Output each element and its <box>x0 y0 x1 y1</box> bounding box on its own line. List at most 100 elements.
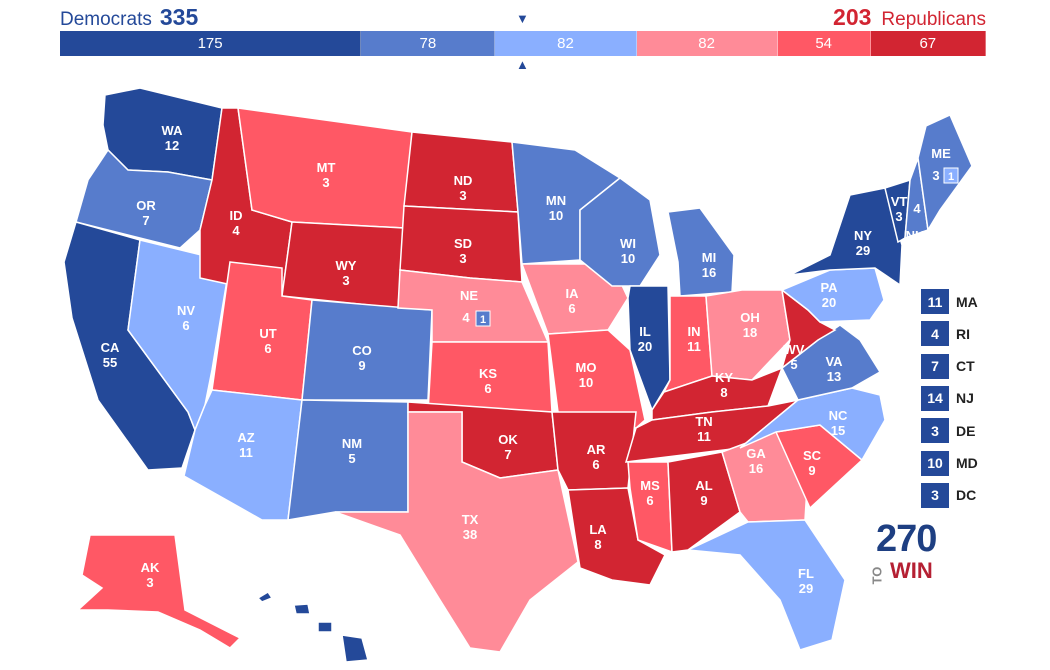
small-state-ev: 11 <box>921 289 949 314</box>
state-ev-ms: 6 <box>646 493 653 508</box>
tally-segment-likely-rep: 54 <box>777 31 871 56</box>
state-ev-vt: 3 <box>895 209 902 224</box>
small-state-row-nj[interactable]: 14 NJ <box>921 385 974 411</box>
state-abbr-co: CO <box>352 343 372 358</box>
small-state-abbr: NJ <box>956 390 974 407</box>
state-ev-nc: 15 <box>831 423 845 438</box>
state-abbr-ms: MS <box>640 478 660 493</box>
logo-win: WIN <box>890 558 933 583</box>
state-ny[interactable] <box>789 187 903 287</box>
state-ev-fl: 29 <box>799 581 813 596</box>
state-hi[interactable] <box>256 590 369 663</box>
tally-bar: 175 78 82 82 54 67 <box>60 31 986 56</box>
state-wi[interactable] <box>579 177 661 287</box>
rep-total: 203 <box>833 4 872 30</box>
state-abbr-wa: WA <box>162 123 184 138</box>
small-state-ev: 3 <box>921 482 949 508</box>
state-ev-ca: 55 <box>103 355 117 370</box>
state-abbr-ca: CA <box>101 340 120 355</box>
state-ev-mo: 10 <box>579 375 593 390</box>
small-state-row-de[interactable]: 3 DE <box>921 418 976 444</box>
small-state-row-dc[interactable]: 3 DC <box>921 482 977 508</box>
270towin-logo[interactable]: 270 TO WIN <box>869 518 944 586</box>
state-abbr-id: ID <box>230 208 243 223</box>
state-abbr-vt: VT <box>891 194 908 209</box>
state-abbr-la: LA <box>589 522 607 537</box>
state-abbr-mi: MI <box>702 250 716 265</box>
small-state-abbr: DC <box>956 487 977 504</box>
state-ev-pa: 20 <box>822 295 836 310</box>
small-state-ev: 4 <box>921 321 949 347</box>
state-ev-in: 11 <box>687 339 701 354</box>
small-state-abbr: CT <box>956 358 975 375</box>
state-tn[interactable] <box>624 399 799 463</box>
state-abbr-nm: NM <box>342 436 362 451</box>
logo-number: 270 <box>876 518 937 560</box>
state-ev-ky: 8 <box>720 385 727 400</box>
state-abbr-nv: NV <box>177 303 195 318</box>
state-abbr-ks: KS <box>479 366 497 381</box>
state-ev-ks: 6 <box>484 381 491 396</box>
state-ev-la: 8 <box>594 537 601 552</box>
split-district-ev-me: 1 <box>948 171 954 183</box>
state-abbr-fl: FL <box>798 566 814 581</box>
state-ev-ga: 16 <box>749 461 763 476</box>
state-ak[interactable] <box>76 534 242 649</box>
state-abbr-wi: WI <box>620 236 636 251</box>
small-state-row-ma[interactable]: 11 MA <box>921 289 978 314</box>
tally-segment-safe-dem: 175 <box>60 31 362 56</box>
tally-segment-lean-dem: 82 <box>495 31 637 56</box>
state-ev-mt: 3 <box>322 175 329 190</box>
split-district-box-me[interactable] <box>943 167 959 184</box>
small-state-abbr: DE <box>956 422 976 439</box>
state-la[interactable] <box>567 487 666 586</box>
state-ev-or: 7 <box>142 213 149 228</box>
state-ev-al: 9 <box>700 493 707 508</box>
state-abbr-me: ME <box>931 146 951 161</box>
small-state-ev: 14 <box>921 385 949 411</box>
state-abbr-nh: NH <box>906 228 925 243</box>
state-ev-me: 3 <box>932 168 939 183</box>
state-ms[interactable] <box>627 461 673 554</box>
state-ev-az: 11 <box>239 445 253 460</box>
state-abbr-oh: OH <box>740 310 760 325</box>
dem-label: Democrats <box>60 9 152 30</box>
state-ev-ny: 29 <box>856 243 870 258</box>
state-abbr-wy: WY <box>336 258 357 273</box>
state-abbr-in: IN <box>688 324 701 339</box>
state-abbr-ok: OK <box>498 432 518 447</box>
small-state-abbr: MD <box>956 455 978 471</box>
split-district-box-ne[interactable] <box>475 310 491 327</box>
state-abbr-wv: WV <box>784 342 805 357</box>
state-abbr-sc: SC <box>803 448 822 463</box>
state-ev-sd: 3 <box>459 251 466 266</box>
state-ev-ak: 3 <box>146 575 153 590</box>
small-state-row-md[interactable]: 10 MD <box>921 450 978 476</box>
state-abbr-tn: TN <box>695 414 712 429</box>
state-abbr-nc: NC <box>829 408 848 423</box>
small-state-abbr: MA <box>956 293 978 310</box>
state-ev-tx: 38 <box>463 527 477 542</box>
state-tx[interactable] <box>334 411 579 653</box>
dem-header: Democrats 335 <box>60 4 198 31</box>
state-ev-oh: 18 <box>743 325 757 340</box>
state-abbr-ar: AR <box>587 442 606 457</box>
state-abbr-ak: AK <box>141 560 160 575</box>
state-abbr-mn: MN <box>546 193 566 208</box>
state-ev-nm: 5 <box>348 451 355 466</box>
state-abbr-al: AL <box>695 478 712 493</box>
small-state-abbr: RI <box>956 325 970 342</box>
state-abbr-ny: NY <box>854 228 872 243</box>
state-abbr-va: VA <box>825 354 843 369</box>
small-state-row-ri[interactable]: 4 RI <box>921 321 970 347</box>
state-abbr-ky: KY <box>715 370 733 385</box>
state-al[interactable] <box>667 451 741 553</box>
state-ev-ia: 6 <box>568 301 575 316</box>
small-state-row-ct[interactable]: 7 CT <box>921 353 975 379</box>
state-fl[interactable] <box>685 519 846 651</box>
state-ev-il: 20 <box>638 339 652 354</box>
dem-total: 335 <box>159 4 199 30</box>
state-ev-mi: 16 <box>702 265 716 280</box>
state-ev-sc: 9 <box>808 463 815 478</box>
